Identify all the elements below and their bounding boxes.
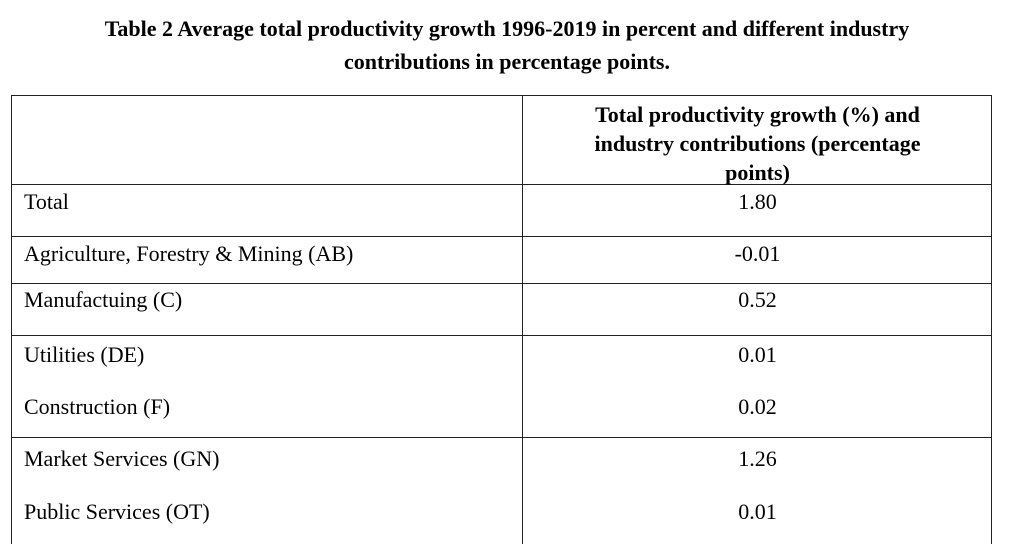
header-col-2-line-2: industry contributions (percentage: [594, 131, 921, 156]
row-label: Public Services (OT): [24, 499, 210, 524]
header-col-2: Total productivity growth (%) and indust…: [524, 100, 991, 187]
row-label: Market Services (GN): [24, 446, 220, 471]
row-value: 0.52: [738, 287, 777, 312]
row-value: 0.01: [738, 342, 777, 367]
row-label: Utilities (DE): [24, 342, 145, 367]
row-label: Agriculture, Forestry & Mining (AB): [24, 241, 354, 266]
table-header-row: Total productivity growth (%) and indust…: [12, 96, 991, 185]
row-value: 1.26: [738, 446, 777, 471]
row-label: Construction (F): [24, 394, 171, 419]
row-label: Manufactuing (C): [24, 287, 183, 312]
row-value: 0.02: [738, 394, 777, 419]
header-col-2-line-1: Total productivity growth (%) and: [595, 102, 920, 127]
header-col-2-line-3: points): [725, 160, 790, 185]
row-label: Total: [24, 189, 69, 214]
caption-line-1: Table 2 Average total productivity growt…: [104, 16, 910, 41]
table-row: Manufactuing (C) 0.52: [12, 284, 991, 336]
caption-line-2: contributions in percentage points.: [344, 49, 670, 74]
table-caption: Table 2 Average total productivity growt…: [0, 12, 1014, 78]
table-row-group: Utilities (DE) 0.01 Construction (F) 0.0…: [12, 336, 991, 438]
row-value: 0.01: [738, 499, 777, 524]
productivity-table: Total productivity growth (%) and indust…: [11, 95, 992, 544]
table-row-group: Market Services (GN) 1.26 Public Service…: [12, 438, 991, 545]
row-value: -0.01: [734, 241, 781, 266]
row-value: 1.80: [738, 189, 777, 214]
table-row: Agriculture, Forestry & Mining (AB) -0.0…: [12, 237, 991, 284]
column-divider: [522, 96, 523, 544]
table-row: Total 1.80: [12, 185, 991, 237]
